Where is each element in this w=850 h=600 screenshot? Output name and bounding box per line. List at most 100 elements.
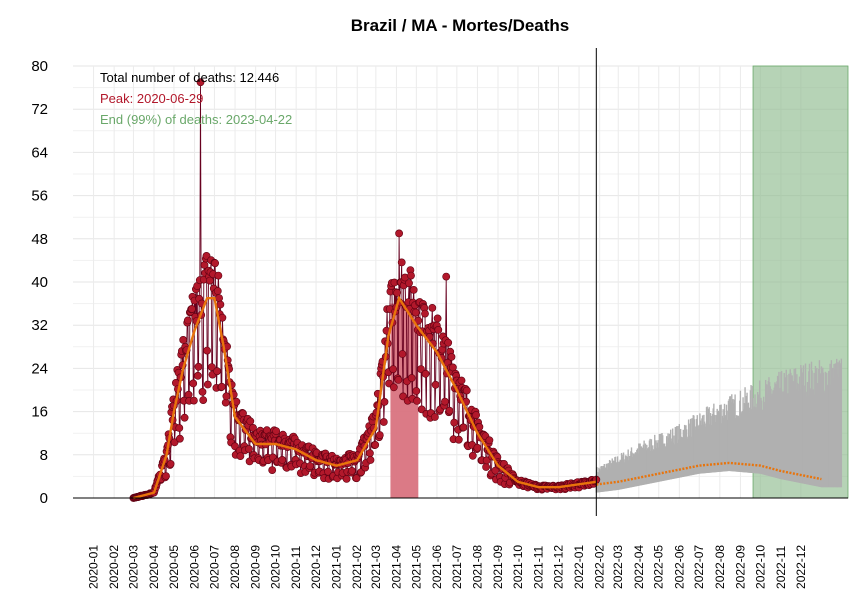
x-tick-label: 2022-04	[632, 545, 646, 589]
observed-point	[459, 423, 468, 432]
observed-point	[203, 380, 212, 389]
observed-point	[395, 229, 403, 238]
observed-point	[205, 276, 214, 285]
annotation-end: End (99%) of deaths: 2023-04-22	[100, 112, 292, 127]
annotation-peak: Peak: 2020-06-29	[100, 91, 203, 106]
observed-point	[203, 346, 211, 355]
y-tick-label: 40	[31, 274, 48, 291]
observed-point	[306, 462, 314, 470]
observed-point	[246, 417, 255, 426]
x-tick-label: 2022-10	[753, 545, 767, 589]
y-tick-label: 80	[31, 58, 48, 75]
observed-point	[366, 456, 375, 464]
x-tick-label: 2022-01	[572, 545, 586, 589]
x-tick-label: 2022-05	[652, 545, 666, 589]
observed-point	[272, 427, 281, 435]
observed-point	[412, 387, 421, 395]
observed-point	[394, 375, 403, 384]
y-tick-label: 24	[31, 360, 48, 377]
x-tick-label: 2022-12	[794, 545, 808, 589]
x-tick-label: 2020-02	[107, 545, 121, 589]
observed-point	[421, 309, 429, 318]
x-tick-label: 2022-09	[733, 545, 747, 589]
observed-point	[450, 418, 459, 427]
observed-point	[393, 288, 401, 297]
observed-point	[407, 374, 416, 382]
y-tick-labels: 0 8 16 24 32 40 48 56 64 72 80	[31, 58, 48, 507]
observed-point	[417, 365, 425, 373]
observed-point	[166, 459, 175, 468]
observed-point	[421, 369, 430, 378]
observed-point	[213, 367, 221, 376]
smoothed-forecast-line	[596, 461, 822, 486]
x-tick-label: 2020-09	[249, 545, 263, 589]
x-tick-label: 2020-11	[289, 545, 303, 588]
y-tick-label: 0	[40, 490, 48, 507]
observed-point	[413, 396, 421, 405]
observed-point	[457, 376, 466, 385]
x-tick-label: 2021-05	[409, 545, 423, 589]
annotation-total: Total number of deaths: 12.446	[100, 70, 279, 85]
observed-point	[180, 413, 189, 422]
observed-point	[380, 397, 389, 406]
y-tick-label: 72	[31, 101, 48, 118]
observed-point	[379, 418, 388, 426]
x-tick-label: 2020-06	[188, 545, 202, 589]
observed-point	[365, 449, 374, 458]
observed-point	[472, 411, 480, 419]
x-tick-label: 2021-06	[430, 545, 444, 589]
x-tick-label: 2022-11	[774, 545, 788, 588]
y-tick-label: 64	[31, 144, 48, 161]
x-tick-label: 2021-01	[330, 545, 344, 589]
observed-point	[215, 294, 223, 302]
observed-point	[211, 259, 219, 268]
observed-point	[389, 383, 398, 392]
observed-point	[189, 379, 198, 388]
observed-point	[431, 380, 440, 389]
observed-point	[175, 424, 184, 432]
x-tick-label: 2020-07	[208, 545, 222, 589]
observed-point	[485, 436, 494, 445]
observed-point	[371, 440, 380, 449]
observed-point	[442, 272, 451, 281]
x-tick-label: 2022-08	[713, 545, 727, 589]
observed-point	[468, 451, 477, 460]
observed-point	[183, 316, 192, 325]
x-tick-label: 2022-07	[692, 545, 706, 589]
observed-point	[405, 279, 413, 288]
observed-point	[199, 396, 208, 404]
observed-point	[196, 78, 205, 87]
x-tick-label: 2020-04	[147, 545, 161, 589]
observed-point	[194, 362, 203, 371]
smoothed-observed-line	[133, 295, 597, 500]
observed-point	[462, 386, 471, 395]
observed-point	[409, 285, 418, 294]
observed-point	[179, 335, 188, 344]
y-tick-label: 8	[40, 447, 48, 464]
forecast-band	[595, 358, 843, 493]
observed-point	[198, 387, 207, 396]
observed-series	[129, 78, 601, 502]
y-tick-label: 48	[31, 231, 48, 248]
y-tick-label: 32	[31, 317, 48, 334]
observed-point	[175, 434, 184, 443]
x-tick-label: 2022-03	[611, 545, 625, 589]
x-tick-label: 2021-11	[532, 545, 546, 588]
x-tick-label: 2020-08	[228, 545, 242, 589]
x-tick-label: 2022-06	[672, 545, 686, 589]
observed-point	[482, 456, 491, 465]
x-tick-label: 2021-02	[350, 545, 364, 589]
observed-point	[207, 363, 216, 371]
observed-point	[217, 382, 226, 391]
observed-point	[213, 287, 222, 295]
observed-point	[170, 438, 179, 447]
x-tick-label: 2021-12	[552, 545, 566, 589]
observed-point	[236, 452, 245, 460]
smoothed-series	[133, 295, 822, 500]
axes	[73, 48, 848, 516]
observed-point	[491, 466, 500, 475]
observed-point	[433, 314, 442, 323]
observed-point	[389, 365, 397, 374]
x-tick-label: 2020-05	[167, 545, 181, 589]
observed-point	[187, 304, 196, 313]
